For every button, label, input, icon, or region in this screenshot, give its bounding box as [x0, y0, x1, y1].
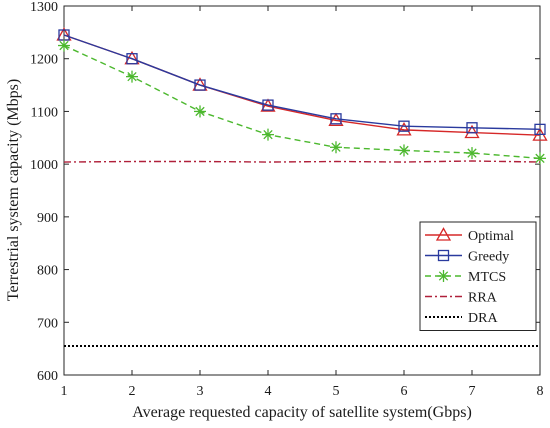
- legend-item-greedy: Greedy: [425, 250, 509, 265]
- triangle-marker: [435, 227, 452, 241]
- series-line-rra: [63, 160, 541, 163]
- x-tick-label: 8: [537, 384, 544, 399]
- asterisk-marker: [330, 141, 342, 154]
- square-marker: [194, 79, 206, 91]
- y-tick-label: 900: [37, 211, 58, 226]
- series-line-mtcs: [63, 44, 541, 160]
- y-tick-label: 1100: [31, 105, 58, 120]
- asterisk-marker: [398, 144, 410, 157]
- y-axis-label: Terrestrial system capacity (Mbps): [5, 79, 22, 301]
- series-line-optimal: [63, 34, 541, 136]
- square-marker: [330, 113, 342, 125]
- series-greedy: [58, 29, 546, 136]
- series-rra: [63, 160, 541, 163]
- x-tick-label: 7: [469, 384, 476, 399]
- legend-label: DRA: [468, 311, 498, 326]
- series-layer: [56, 27, 548, 348]
- legend-label: RRA: [468, 291, 498, 306]
- y-tick-label: 1000: [30, 158, 58, 173]
- axis-ticks: 1 2 3 4 5 6 7 8 600 700 800 900 1000 1100 1200 1300: [30, 0, 544, 399]
- legend-label: Greedy: [468, 250, 509, 265]
- x-axis-label: Average requested capacity of satellite …: [132, 404, 472, 421]
- x-tick-label: 2: [129, 384, 136, 399]
- triangle-marker: [464, 124, 480, 139]
- square-marker: [398, 120, 410, 132]
- x-tick-label: 3: [197, 384, 204, 399]
- y-tick-label: 600: [37, 369, 58, 384]
- legend-item-optimal: Optimal: [425, 227, 514, 244]
- y-tick-label: 1300: [30, 0, 58, 15]
- square-marker: [126, 53, 138, 65]
- legend-label: Optimal: [468, 229, 514, 244]
- asterisk-marker: [126, 70, 138, 83]
- asterisk-marker: [534, 152, 546, 165]
- y-tick-label: 700: [37, 316, 58, 331]
- square-marker: [534, 123, 546, 136]
- legend-label: MTCS: [468, 270, 506, 285]
- x-tick-label: 1: [61, 384, 68, 399]
- legend-item-rra: RRA: [425, 291, 498, 306]
- asterisk-marker: [262, 128, 274, 141]
- x-tick-label: 4: [265, 384, 272, 399]
- series-line-greedy: [63, 34, 541, 131]
- legend-item-dra: DRA: [425, 311, 498, 326]
- y-tick-label: 1200: [30, 53, 58, 68]
- x-tick-label: 5: [333, 384, 340, 399]
- asterisk-marker: [194, 105, 206, 118]
- y-tick-label: 800: [37, 264, 58, 279]
- square-marker: [466, 122, 478, 134]
- plot-frame: [63, 5, 541, 376]
- square-marker: [262, 99, 274, 111]
- asterisk-marker: [466, 147, 478, 160]
- legend: Optimal Greedy MTCS RRA DRA: [419, 221, 537, 331]
- square-marker: [437, 249, 450, 262]
- asterisk-marker: [58, 39, 70, 52]
- legend-item-mtcs: MTCS: [425, 270, 506, 285]
- asterisk-marker: [437, 270, 450, 282]
- x-tick-label: 6: [401, 384, 408, 399]
- triangle-marker: [396, 122, 412, 136]
- series-mtcs: [58, 39, 546, 165]
